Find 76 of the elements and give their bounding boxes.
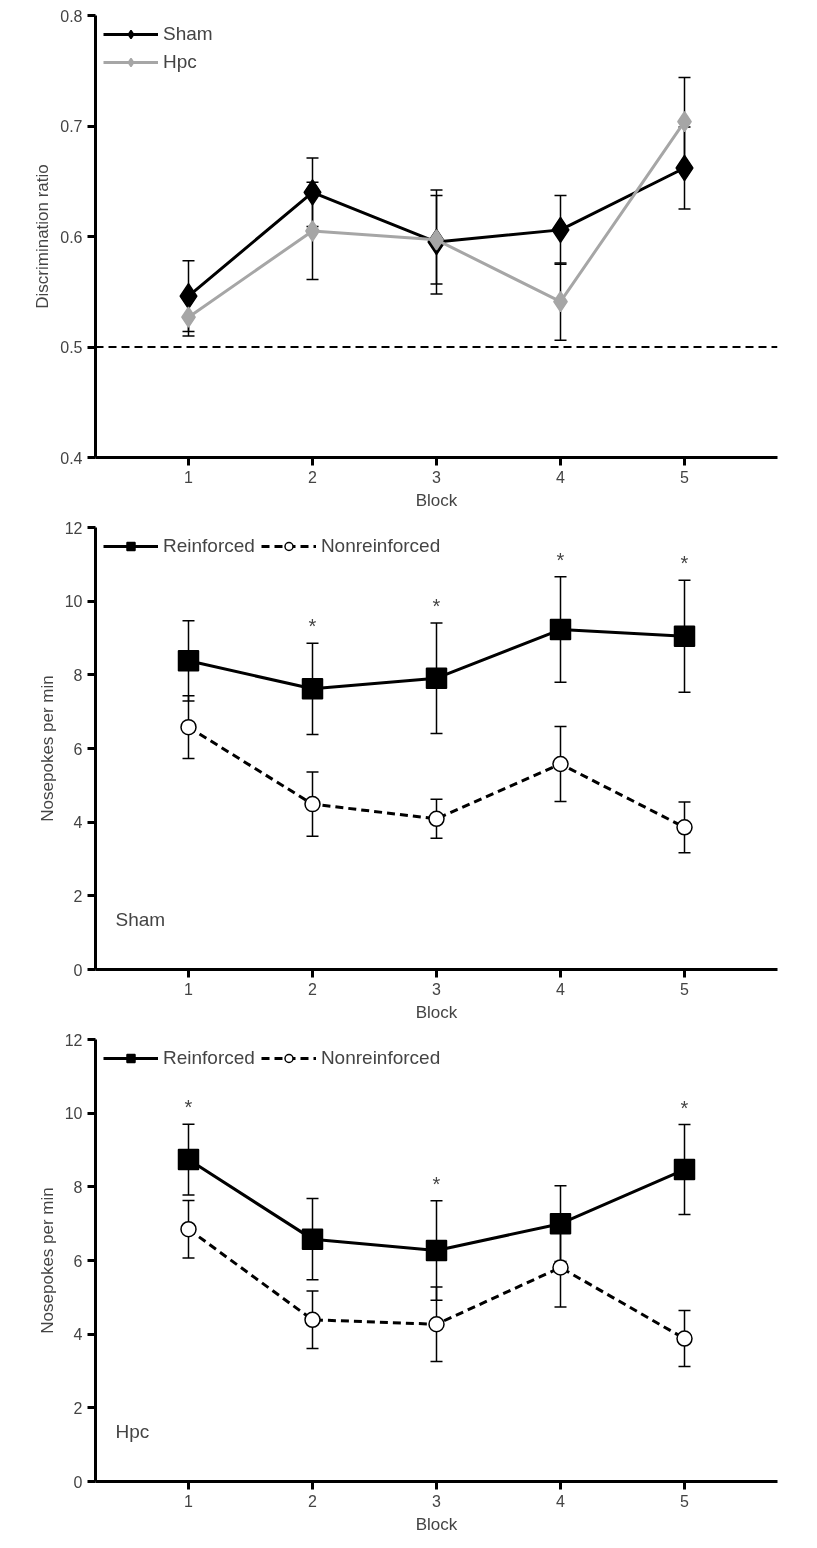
point [304, 795, 321, 813]
y-tick-label: 8 [73, 1178, 83, 1196]
x-tick-label: 4 [556, 980, 566, 998]
point [673, 1158, 696, 1181]
x-tick-label: 1 [184, 980, 194, 998]
point [425, 1239, 448, 1262]
point [177, 650, 200, 672]
y-tick-label: 10 [64, 1105, 83, 1123]
legend-label: Reinforced [163, 535, 255, 557]
data-label: * [308, 615, 317, 638]
x-tick-label: 2 [308, 1492, 318, 1510]
data-label: * [432, 1172, 441, 1195]
y-tick-label: 4 [73, 814, 83, 832]
point [303, 179, 322, 206]
x-tick-label: 2 [308, 980, 318, 998]
y-tick-label: 0.7 [60, 118, 83, 135]
x-tick-label: 2 [308, 468, 318, 486]
point [676, 1330, 693, 1347]
point [301, 1228, 324, 1250]
x-tick-label: 4 [556, 468, 566, 486]
x-axis-title: Block [415, 490, 458, 510]
x-tick-label: 1 [184, 468, 194, 486]
legend-label: Hpc [163, 51, 197, 73]
x-tick-label: 5 [680, 1492, 690, 1510]
data-label: * [556, 548, 565, 571]
y-tick-label: 12 [64, 1031, 83, 1049]
y-tick-label: 12 [64, 519, 83, 537]
y-tick-label: 0.8 [60, 7, 83, 25]
point [180, 718, 197, 736]
legend-label: Nonreinforced [320, 1047, 441, 1069]
data-label: * [184, 1096, 193, 1119]
point [301, 678, 324, 700]
y-tick-label: 6 [73, 740, 83, 758]
x-axis-title: Block [415, 1002, 458, 1022]
y-axis-title: Discrimination ratio [33, 164, 53, 309]
legend-label: Sham [163, 23, 213, 45]
x-tick-label: 4 [556, 1492, 566, 1510]
point [549, 1212, 572, 1235]
x-tick-label: 3 [432, 468, 442, 486]
y-axis-title: Nosepokes per min [37, 675, 57, 822]
y-tick-label: 2 [73, 887, 83, 905]
y-tick-label: 0 [73, 961, 83, 979]
x-tick-label: 3 [432, 980, 442, 998]
x-tick-label: 5 [680, 468, 690, 486]
y-tick-label: 0.5 [60, 339, 83, 356]
point [552, 1259, 569, 1276]
annotation: Sham [115, 908, 166, 930]
y-tick-label: 0.6 [60, 228, 83, 246]
point [304, 1311, 321, 1329]
annotation: Hpc [115, 1420, 150, 1442]
point [180, 1220, 197, 1238]
y-tick-label: 10 [64, 593, 83, 611]
legend-label: Nonreinforced [320, 535, 441, 557]
data-label: * [680, 552, 689, 575]
point [676, 819, 693, 836]
y-tick-label: 4 [73, 1326, 83, 1344]
point [673, 625, 696, 647]
y-tick-label: 0.4 [60, 449, 83, 467]
x-tick-label: 3 [432, 1492, 442, 1510]
point [177, 1148, 200, 1171]
y-tick-label: 6 [73, 1252, 83, 1270]
y-axis-title: Nosepokes per min [37, 1187, 57, 1334]
legend-label: Reinforced [163, 1047, 255, 1069]
y-tick-label: 0 [73, 1473, 83, 1491]
y-tick-label: 8 [73, 666, 83, 684]
point [428, 1315, 445, 1333]
x-tick-label: 5 [680, 980, 690, 998]
x-axis-title: Block [415, 1514, 458, 1534]
point [552, 755, 569, 773]
data-label: * [432, 594, 441, 617]
point [549, 618, 572, 641]
y-tick-label: 2 [73, 1399, 83, 1417]
x-tick-label: 1 [184, 1492, 194, 1510]
point [425, 667, 448, 689]
data-label: * [680, 1096, 689, 1119]
point [428, 810, 445, 828]
